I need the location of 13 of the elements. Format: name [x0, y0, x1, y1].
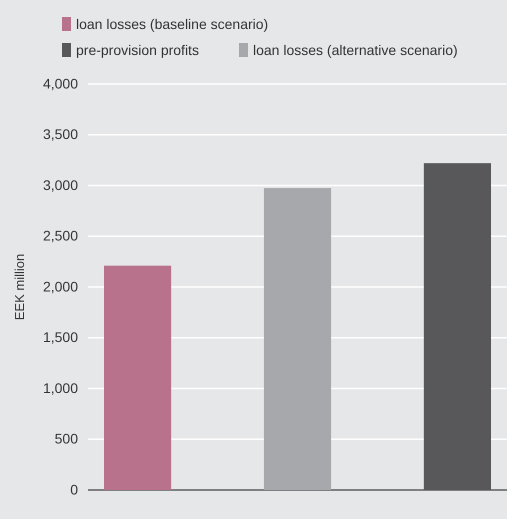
- y-tick-label: 2,000: [42, 278, 78, 294]
- y-tick-label: 3,500: [42, 126, 78, 142]
- y-tick-label: 1,000: [42, 380, 78, 396]
- y-tick-label: 4,000: [42, 75, 78, 92]
- y-tick-label: 0: [70, 481, 78, 498]
- y-axis-title: EEK million: [12, 254, 27, 320]
- legend-label: loan losses (alternative scenario): [253, 42, 458, 58]
- legend-label: loan losses (baseline scenario): [76, 16, 268, 32]
- y-tick-label: 2,500: [42, 228, 78, 244]
- y-tick-label: 1,500: [42, 329, 78, 346]
- y-tick-label: 3,000: [42, 176, 78, 193]
- legend-label: pre-provision profits: [76, 42, 199, 58]
- y-tick-label: 500: [54, 430, 78, 447]
